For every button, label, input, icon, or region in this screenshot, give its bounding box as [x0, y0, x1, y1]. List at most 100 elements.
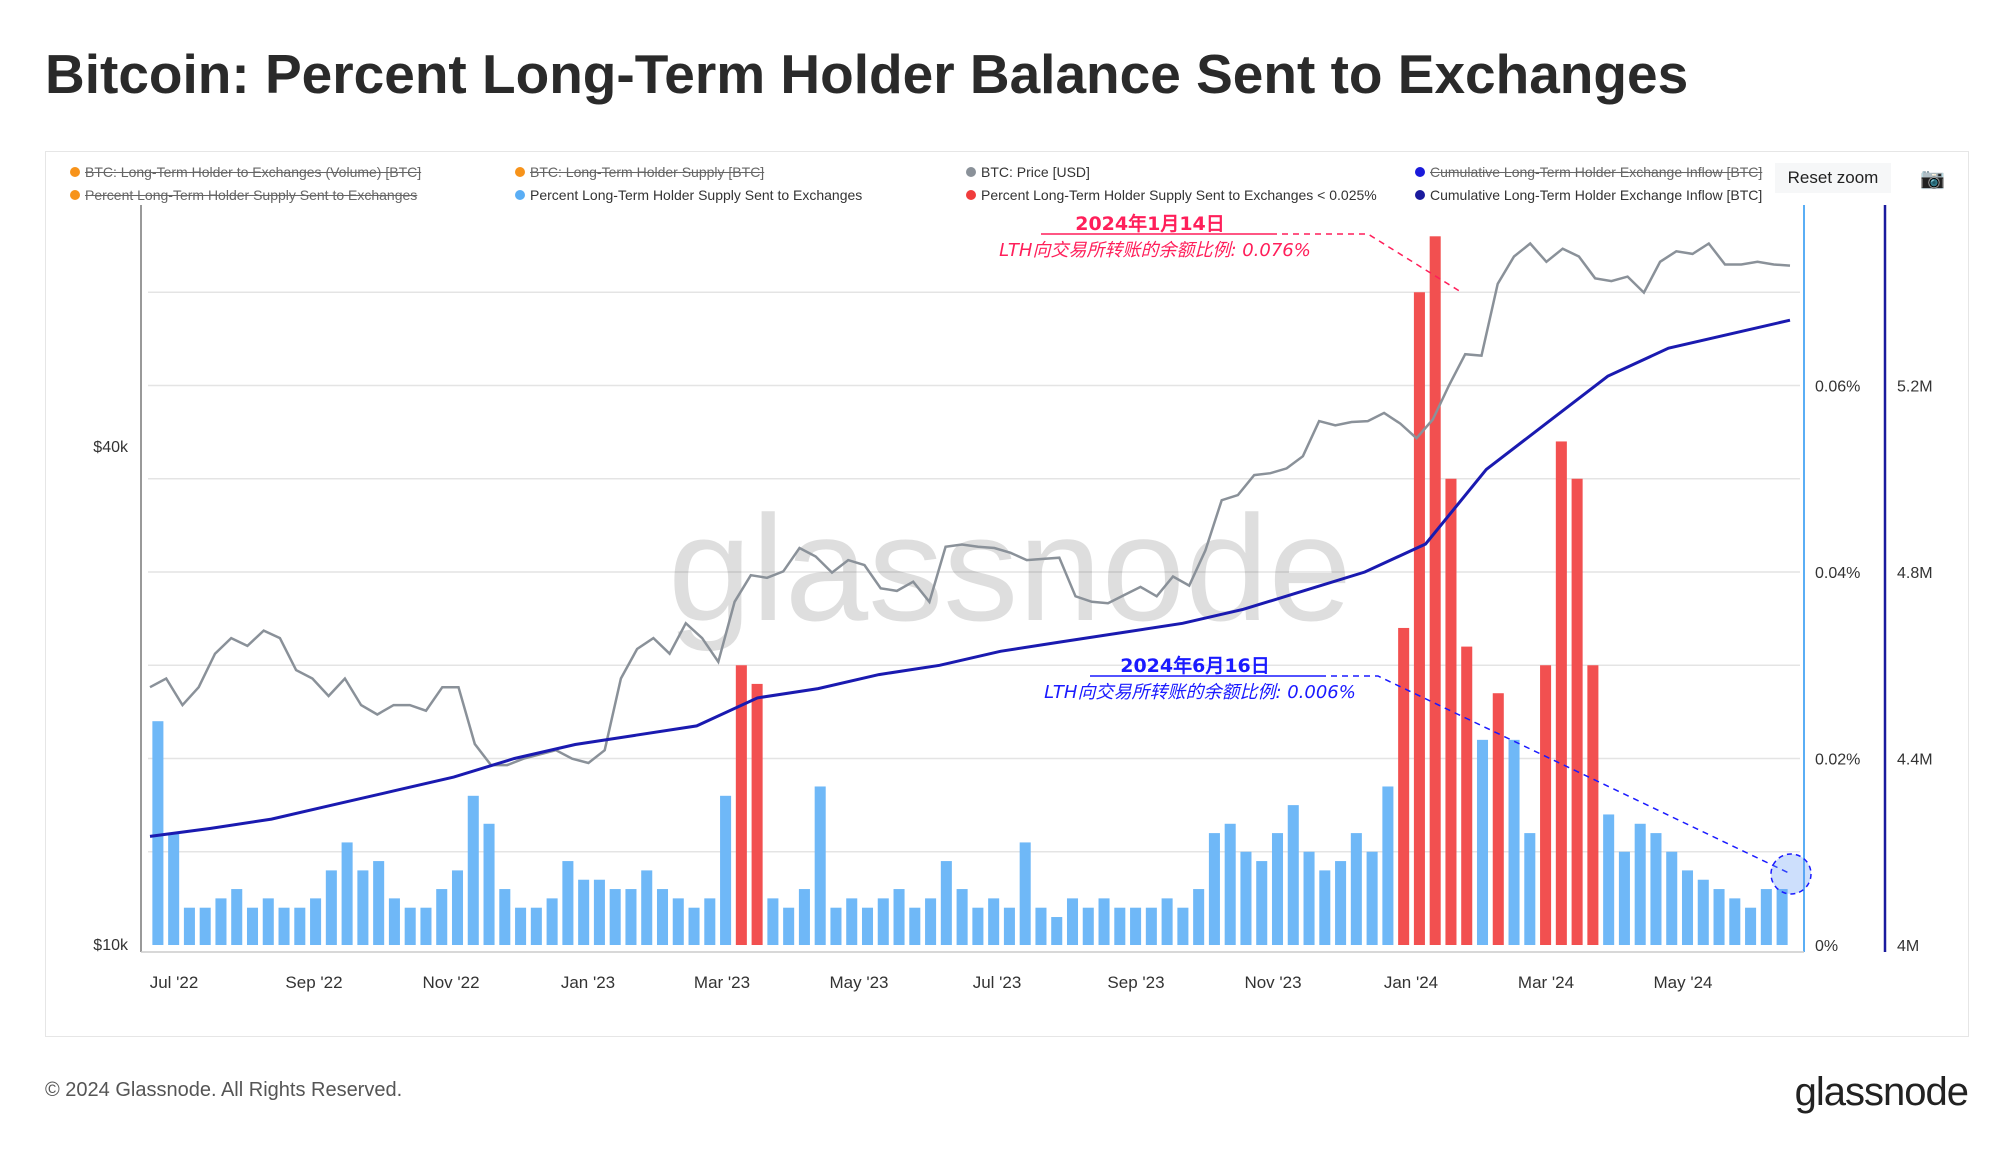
- chart-frame: [45, 151, 1969, 1037]
- blue-bar: [1508, 739, 1520, 945]
- cumulative-inflow-line: [149, 318, 1791, 838]
- blue-bar: [168, 833, 180, 945]
- blue-bar: [310, 898, 322, 945]
- x-tick-label: Sep '22: [285, 973, 342, 992]
- annotation-text: LTH向交易所转账的余额比例: 0.076%: [999, 240, 1311, 261]
- legend-item[interactable]: BTC: Price [USD]: [966, 164, 1090, 180]
- red-bar: [1429, 236, 1441, 946]
- watermark: glassnode: [668, 484, 1352, 652]
- legend-item[interactable]: BTC: Long-Term Holder to Exchanges (Volu…: [70, 164, 421, 180]
- pct-tick-label: 0%: [1815, 938, 1838, 955]
- blue-bar: [1760, 889, 1772, 945]
- legend-item[interactable]: Percent Long-Term Holder Supply Sent to …: [966, 187, 1377, 203]
- price-tick-label: $10k: [93, 937, 129, 954]
- x-tick-label: Nov '23: [1244, 973, 1301, 992]
- blue-bar: [1319, 870, 1331, 945]
- x-tick-label: Mar '23: [694, 973, 750, 992]
- annotation-leader: [1271, 233, 1462, 293]
- blue-bar: [436, 889, 448, 945]
- blue-bar: [578, 879, 590, 945]
- blue-bar: [972, 907, 984, 945]
- blue-bar: [1776, 889, 1788, 945]
- blue-bar: [1145, 907, 1157, 945]
- blue-bar: [562, 861, 574, 945]
- blue-bar: [893, 889, 905, 945]
- red-bar: [1492, 693, 1504, 945]
- blue-bar: [704, 898, 716, 945]
- blue-bar: [814, 786, 826, 945]
- annotation-text: LTH向交易所转账的余额比例: 0.006%: [1044, 682, 1356, 703]
- blue-bar: [925, 898, 937, 945]
- legend-item[interactable]: Cumulative Long-Term Holder Exchange Inf…: [1415, 164, 1762, 180]
- blue-bar: [530, 907, 542, 945]
- blue-bar: [1634, 823, 1646, 945]
- cum-tick-label: 4M: [1897, 938, 1919, 955]
- blue-bar: [420, 907, 432, 945]
- reset-zoom-button[interactable]: Reset zoom: [1775, 163, 1891, 193]
- blue-bar: [877, 898, 889, 945]
- x-tick-label: Jul '23: [973, 973, 1022, 992]
- blue-bar: [1082, 907, 1094, 945]
- pct-tick-label: 0.06%: [1815, 379, 1860, 396]
- legend-dot-icon: [515, 167, 525, 177]
- blue-bar: [278, 907, 290, 945]
- annotation-date: 2024年6月16日: [1120, 654, 1270, 677]
- x-tick-label: Mar '24: [1518, 973, 1574, 992]
- copyright: © 2024 Glassnode. All Rights Reserved.: [45, 1079, 403, 1101]
- legend-dot-icon: [966, 167, 976, 177]
- blue-bar: [1366, 851, 1378, 945]
- legend-item[interactable]: Cumulative Long-Term Holder Exchange Inf…: [1415, 187, 1762, 203]
- camera-icon[interactable]: 📷: [1920, 168, 1945, 190]
- legend-item[interactable]: Percent Long-Term Holder Supply Sent to …: [70, 187, 417, 203]
- cum-tick-label: 4.8M: [1897, 565, 1933, 582]
- blue-bar: [1524, 833, 1536, 945]
- x-tick-label: Jan '23: [561, 973, 615, 992]
- cum-tick-label: 4.4M: [1897, 752, 1933, 769]
- annotation-date: 2024年1月14日: [1075, 212, 1225, 235]
- blue-bar: [499, 889, 511, 945]
- blue-bar: [1603, 814, 1615, 945]
- legend-item[interactable]: Percent Long-Term Holder Supply Sent to …: [515, 187, 862, 203]
- blue-bar: [515, 907, 527, 945]
- blue-bar: [1019, 842, 1031, 945]
- legend-dot-icon: [70, 190, 80, 200]
- blue-bar: [246, 907, 259, 945]
- blue-bar: [1729, 898, 1741, 945]
- blue-bar: [1476, 739, 1489, 945]
- blue-bar: [483, 823, 495, 945]
- blue-bar: [846, 898, 858, 945]
- legend-dot-icon: [966, 190, 976, 200]
- red-bar: [751, 683, 763, 945]
- blue-bar: [956, 889, 968, 945]
- x-tick-label: May '24: [1654, 973, 1713, 992]
- x-tick-label: Jan '24: [1384, 973, 1438, 992]
- blue-bar: [1650, 833, 1662, 945]
- pct-tick-label: 0.02%: [1815, 752, 1860, 769]
- blue-bar: [1098, 898, 1110, 945]
- blue-bar: [909, 907, 921, 945]
- blue-bar: [1003, 907, 1015, 945]
- blue-bar: [988, 898, 1000, 945]
- red-bar: [1587, 665, 1599, 945]
- x-tick-label: May '23: [830, 973, 889, 992]
- blue-bar: [357, 870, 369, 945]
- blue-bar: [1335, 861, 1347, 945]
- blue-bar: [783, 907, 795, 945]
- legend-dot-icon: [1415, 167, 1425, 177]
- red-bar: [1540, 665, 1552, 945]
- blue-bar: [720, 795, 732, 945]
- blue-bar: [940, 861, 952, 945]
- blue-bar: [625, 889, 637, 945]
- red-bar: [735, 665, 747, 945]
- blue-bar: [656, 889, 669, 945]
- blue-bar: [451, 870, 464, 945]
- red-bar: [1571, 478, 1583, 945]
- legend-label: Percent Long-Term Holder Supply Sent to …: [530, 187, 863, 203]
- blue-bar: [1130, 907, 1142, 945]
- legend-dot-icon: [515, 190, 525, 200]
- legend-item[interactable]: BTC: Long-Term Holder Supply [BTC]: [515, 164, 764, 180]
- blue-bar: [1066, 898, 1079, 945]
- legend-label: Cumulative Long-Term Holder Exchange Inf…: [1430, 164, 1763, 180]
- blue-bar: [1350, 833, 1362, 945]
- blue-bar: [1271, 833, 1284, 945]
